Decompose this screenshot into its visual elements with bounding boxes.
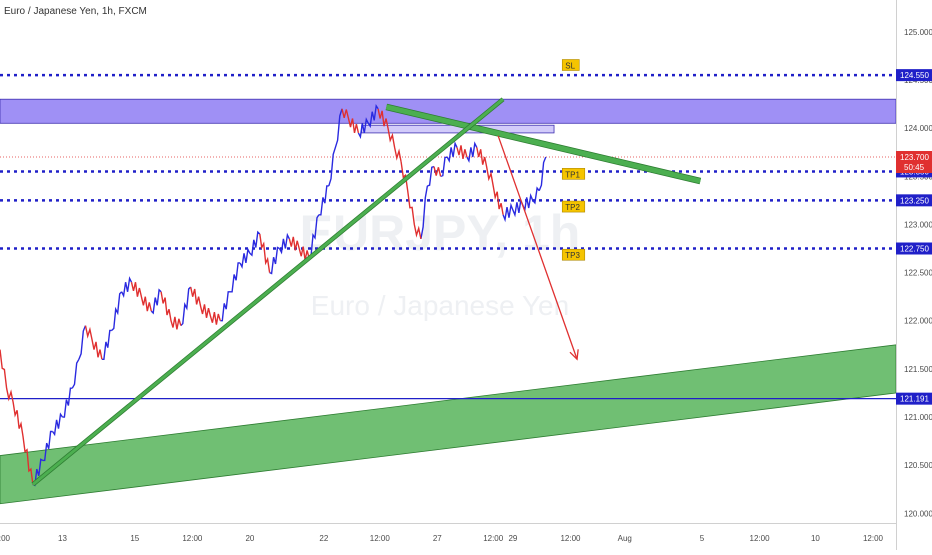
y-tick-label: 124.000 [904,124,932,133]
projection-arrow[interactable] [497,135,578,360]
x-tick-label: 27 [433,534,442,543]
x-tick-label: 12:00 [182,534,203,543]
x-tick-label: 12:00 [483,534,504,543]
projection-arrow-head [569,349,579,361]
x-tick-label: 12:00 [863,534,884,543]
x-tick-label: 10 [811,534,820,543]
price-tag-label: 122.750 [900,244,929,253]
x-tick-label: 12:00 [0,534,11,543]
x-tick-label: 13 [58,534,67,543]
watermark-symbol: EURJPY, 1h [300,205,581,261]
falling-resistance-line[interactable] [385,104,701,184]
x-tick-label: 29 [508,534,517,543]
x-tick-label: 20 [245,534,254,543]
price-tag-label: 124.550 [900,71,929,80]
time-axis-panel [0,523,896,550]
label-tp3-box[interactable] [561,248,586,261]
x-tick-label: 15 [130,534,139,543]
rising-trend-line[interactable] [31,98,505,486]
watermark-name: Euro / Japanese Yen [311,290,569,321]
rising-support-channel[interactable] [0,344,897,505]
label-tp1: TP1 [565,170,580,179]
label-tp1-box[interactable] [561,168,586,180]
price-series-up [32,103,547,487]
y-tick-label: 121.000 [904,413,932,422]
chart-title: Euro / Japanese Yen, 1h, FXCM [4,6,147,17]
y-tick-label: 121.500 [904,365,932,374]
y-tick-label: 125.000 [904,28,932,37]
price-series-down [0,108,504,485]
y-tick-label: 122.500 [904,269,932,278]
countdown-label: 50:45 [904,163,925,172]
label-tp2-box[interactable] [561,200,586,213]
x-tick-label: Aug [618,534,632,543]
x-tick-label: 5 [700,534,705,543]
label-tp3: TP3 [565,251,580,260]
price-axis-panel [896,0,932,550]
price-tag-label: 121.191 [900,395,929,404]
y-tick-label: 120.000 [904,509,932,518]
label-sl: SL [565,61,575,70]
x-tick-label: 12:00 [560,534,581,543]
x-tick-label: 22 [319,534,328,543]
y-tick-label: 120.500 [904,461,932,470]
price-tag-bg [896,392,932,405]
x-tick-label: 12:00 [370,534,391,543]
y-tick-label: 123.000 [904,220,932,229]
price-tag-bg [896,242,932,255]
price-tag-bg [896,69,932,82]
y-tick-label: 122.000 [904,317,932,326]
current-price-tag-bg [896,150,932,173]
price-tag-bg [896,194,932,207]
label-tp2: TP2 [565,203,580,212]
label-sl-box[interactable] [561,59,580,71]
x-tick-label: 12:00 [750,534,771,543]
price-tag-label: 123.250 [900,196,929,205]
current-price-tag-label: 123.700 [900,153,929,162]
